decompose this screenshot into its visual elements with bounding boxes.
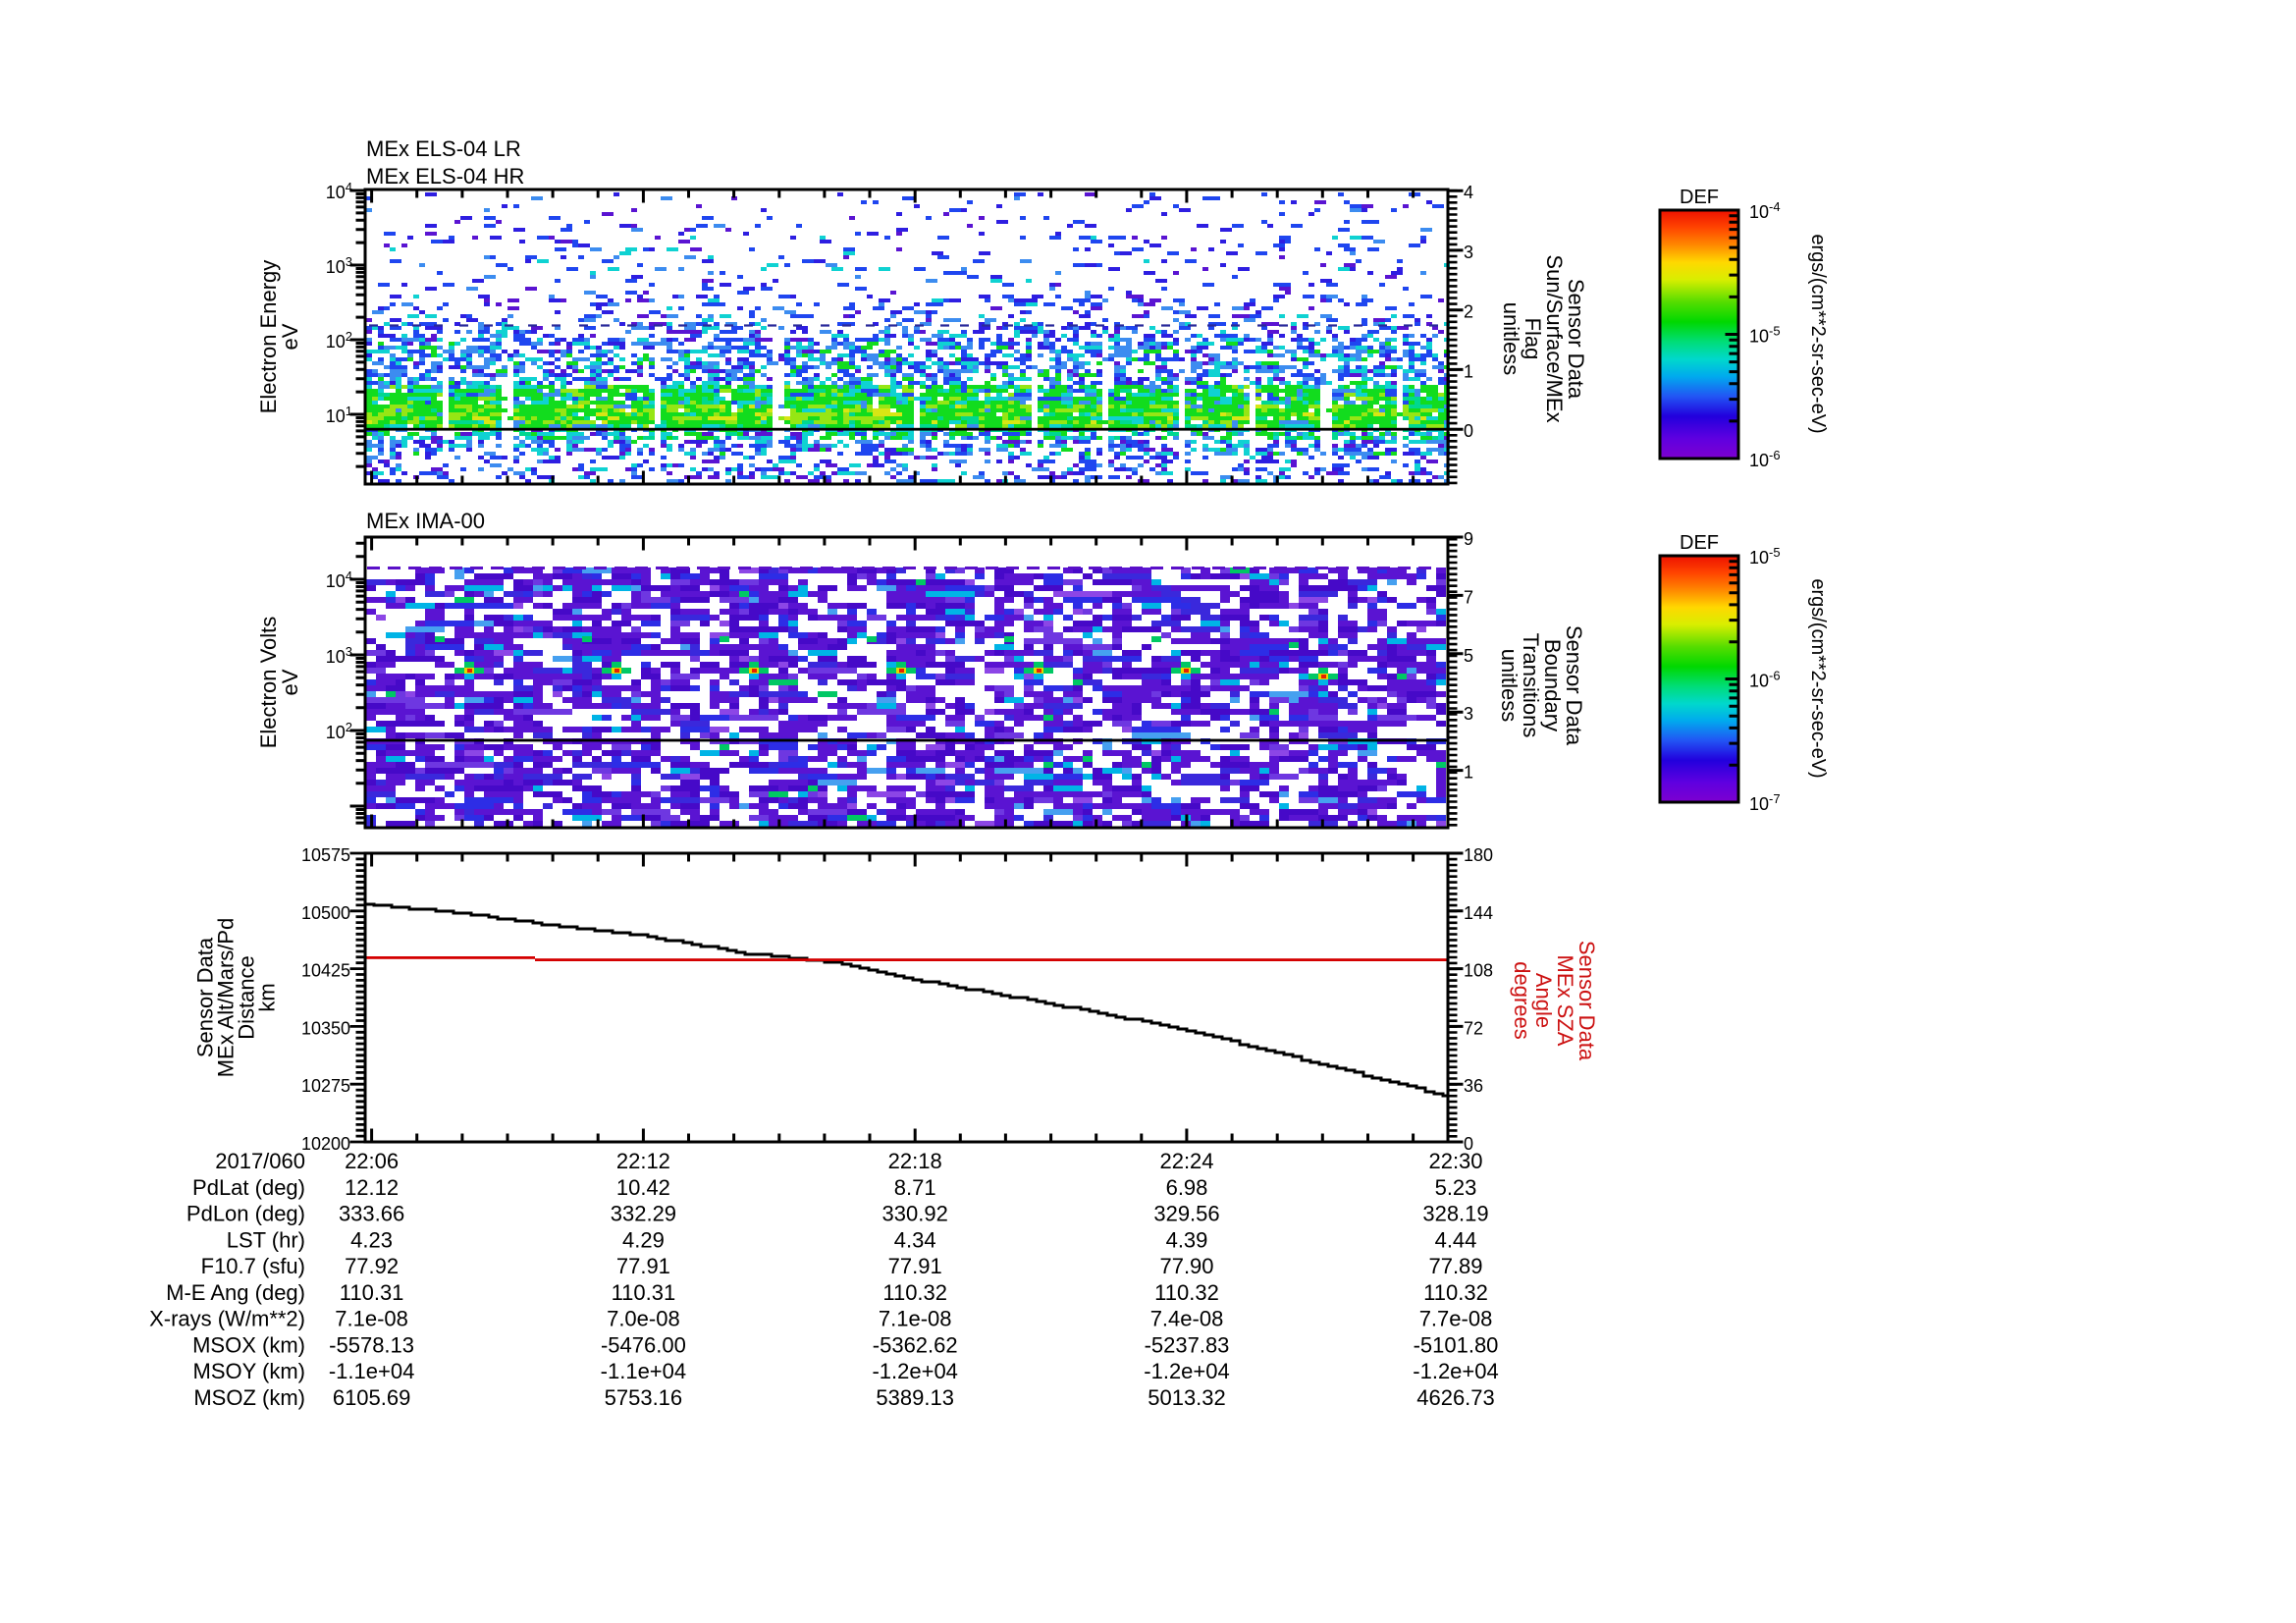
svg-text:Sensor DataSun/Surface/MExFlag: Sensor DataSun/Surface/MExFlagunitless bbox=[1499, 254, 1588, 422]
svg-text:332.29: 332.29 bbox=[611, 1202, 676, 1226]
svg-text:4.39: 4.39 bbox=[1166, 1227, 1208, 1252]
svg-text:ergs/(cm**2-sr-sec-eV): ergs/(cm**2-sr-sec-eV) bbox=[1807, 578, 1829, 778]
svg-text:77.92: 77.92 bbox=[345, 1254, 399, 1278]
svg-text:77.91: 77.91 bbox=[616, 1254, 670, 1278]
svg-text:328.19: 328.19 bbox=[1422, 1202, 1488, 1226]
svg-text:2017/060: 2017/060 bbox=[215, 1149, 305, 1173]
svg-text:5753.16: 5753.16 bbox=[605, 1385, 683, 1410]
svg-text:4.34: 4.34 bbox=[894, 1227, 936, 1252]
svg-text:22:18: 22:18 bbox=[888, 1149, 942, 1173]
svg-text:7: 7 bbox=[1464, 587, 1473, 607]
svg-text:F10.7 (sfu): F10.7 (sfu) bbox=[201, 1254, 305, 1278]
svg-text:10.42: 10.42 bbox=[616, 1175, 670, 1200]
svg-text:1: 1 bbox=[1464, 361, 1473, 381]
svg-text:-5476.00: -5476.00 bbox=[601, 1332, 686, 1357]
svg-text:3: 3 bbox=[1464, 243, 1473, 262]
svg-text:PdLat (deg): PdLat (deg) bbox=[192, 1175, 305, 1200]
svg-text:-1.1e+04: -1.1e+04 bbox=[329, 1359, 414, 1383]
svg-text:MSOX (km): MSOX (km) bbox=[192, 1332, 305, 1357]
svg-text:-5237.83: -5237.83 bbox=[1145, 1332, 1230, 1357]
svg-text:MEx IMA-00: MEx IMA-00 bbox=[366, 509, 485, 533]
svg-text:7.0e-08: 7.0e-08 bbox=[607, 1307, 680, 1331]
svg-text:110.32: 110.32 bbox=[1154, 1280, 1219, 1305]
svg-text:Electron EnergyeV: Electron EnergyeV bbox=[256, 260, 302, 414]
svg-text:329.56: 329.56 bbox=[1153, 1202, 1219, 1226]
svg-text:3: 3 bbox=[1464, 704, 1473, 724]
svg-text:Sensor DataMEx Alt/Mars/PdDist: Sensor DataMEx Alt/Mars/PdDistancekm bbox=[192, 918, 279, 1078]
svg-text:110.31: 110.31 bbox=[612, 1280, 676, 1305]
svg-text:22:30: 22:30 bbox=[1428, 1149, 1482, 1173]
svg-text:1: 1 bbox=[1464, 763, 1473, 783]
svg-text:77.91: 77.91 bbox=[888, 1254, 942, 1278]
svg-text:333.66: 333.66 bbox=[339, 1202, 404, 1226]
svg-text:Electron VoltseV: Electron VoltseV bbox=[256, 617, 302, 749]
svg-text:LST (hr): LST (hr) bbox=[227, 1227, 305, 1252]
svg-text:5: 5 bbox=[1464, 646, 1473, 666]
svg-text:6105.69: 6105.69 bbox=[333, 1385, 411, 1410]
svg-text:10275: 10275 bbox=[301, 1076, 350, 1096]
svg-text:-1.1e+04: -1.1e+04 bbox=[601, 1359, 686, 1383]
svg-text:330.92: 330.92 bbox=[882, 1202, 948, 1226]
svg-text:PdLon (deg): PdLon (deg) bbox=[187, 1202, 305, 1226]
svg-text:-5101.80: -5101.80 bbox=[1414, 1332, 1499, 1357]
svg-text:144: 144 bbox=[1464, 903, 1493, 923]
svg-text:4.23: 4.23 bbox=[350, 1227, 393, 1252]
svg-text:2: 2 bbox=[1464, 302, 1473, 322]
svg-text:DEF: DEF bbox=[1680, 532, 1719, 554]
svg-text:-1.2e+04: -1.2e+04 bbox=[872, 1359, 957, 1383]
svg-text:12.12: 12.12 bbox=[345, 1175, 399, 1200]
svg-text:-5578.13: -5578.13 bbox=[329, 1332, 414, 1357]
svg-text:DEF: DEF bbox=[1680, 187, 1719, 208]
svg-text:110.31: 110.31 bbox=[340, 1280, 404, 1305]
svg-text:4626.73: 4626.73 bbox=[1416, 1385, 1495, 1410]
svg-text:36: 36 bbox=[1464, 1076, 1483, 1096]
svg-text:-5362.62: -5362.62 bbox=[873, 1332, 958, 1357]
svg-text:7.1e-08: 7.1e-08 bbox=[335, 1307, 408, 1331]
svg-text:ergs/(cm**2-sr-sec-eV): ergs/(cm**2-sr-sec-eV) bbox=[1807, 234, 1829, 433]
svg-text:MSOZ (km): MSOZ (km) bbox=[193, 1385, 305, 1410]
svg-text:180: 180 bbox=[1464, 845, 1493, 865]
svg-text:5389.13: 5389.13 bbox=[876, 1385, 954, 1410]
svg-text:4.29: 4.29 bbox=[622, 1227, 665, 1252]
svg-text:110.32: 110.32 bbox=[1423, 1280, 1488, 1305]
svg-text:-1.2e+04: -1.2e+04 bbox=[1144, 1359, 1229, 1383]
svg-text:77.89: 77.89 bbox=[1428, 1254, 1482, 1278]
svg-text:7.7e-08: 7.7e-08 bbox=[1419, 1307, 1493, 1331]
svg-text:8.71: 8.71 bbox=[894, 1175, 936, 1200]
svg-text:22:06: 22:06 bbox=[345, 1149, 399, 1173]
svg-text:77.90: 77.90 bbox=[1159, 1254, 1213, 1278]
svg-text:22:24: 22:24 bbox=[1159, 1149, 1213, 1173]
svg-text:10350: 10350 bbox=[301, 1018, 350, 1038]
svg-text:72: 72 bbox=[1464, 1018, 1483, 1038]
svg-text:10575: 10575 bbox=[301, 845, 350, 865]
svg-text:MEx ELS-04 LR: MEx ELS-04 LR bbox=[366, 136, 521, 161]
svg-text:MEx ELS-04 HR: MEx ELS-04 HR bbox=[366, 164, 524, 189]
svg-text:7.4e-08: 7.4e-08 bbox=[1150, 1307, 1224, 1331]
svg-text:X-rays (W/m**2): X-rays (W/m**2) bbox=[149, 1307, 305, 1331]
svg-text:10425: 10425 bbox=[301, 961, 350, 981]
svg-text:110.32: 110.32 bbox=[882, 1280, 947, 1305]
svg-text:Sensor DataMEx SZAAngledegrees: Sensor DataMEx SZAAngledegrees bbox=[1510, 941, 1599, 1061]
svg-text:-1.2e+04: -1.2e+04 bbox=[1413, 1359, 1498, 1383]
svg-text:108: 108 bbox=[1464, 961, 1493, 981]
svg-text:4: 4 bbox=[1464, 183, 1473, 202]
svg-text:4.44: 4.44 bbox=[1435, 1227, 1477, 1252]
svg-text:M-E Ang (deg): M-E Ang (deg) bbox=[166, 1280, 305, 1305]
svg-text:0: 0 bbox=[1464, 1134, 1473, 1154]
svg-text:10500: 10500 bbox=[301, 903, 350, 923]
svg-text:6.98: 6.98 bbox=[1166, 1175, 1208, 1200]
svg-text:22:12: 22:12 bbox=[616, 1149, 670, 1173]
svg-text:5.23: 5.23 bbox=[1435, 1175, 1477, 1200]
svg-text:5013.32: 5013.32 bbox=[1148, 1385, 1226, 1410]
svg-text:0: 0 bbox=[1464, 421, 1473, 441]
svg-text:9: 9 bbox=[1464, 529, 1473, 549]
svg-text:10200: 10200 bbox=[301, 1134, 350, 1154]
svg-text:Sensor DataBoundaryTransitions: Sensor DataBoundaryTransitionsunitless bbox=[1497, 625, 1586, 746]
svg-text:MSOY (km): MSOY (km) bbox=[193, 1359, 305, 1383]
svg-text:7.1e-08: 7.1e-08 bbox=[879, 1307, 952, 1331]
